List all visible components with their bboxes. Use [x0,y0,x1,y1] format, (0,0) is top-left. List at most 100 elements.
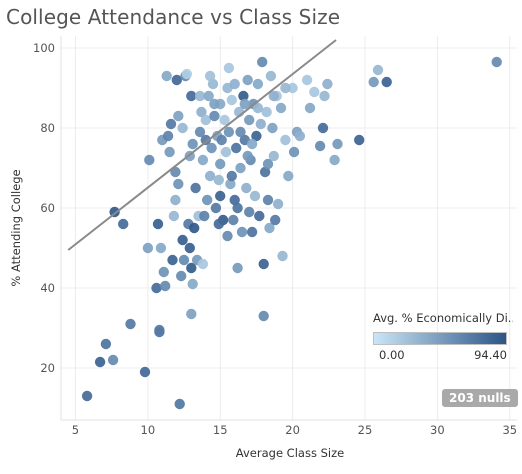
data-point [181,68,193,80]
data-point [167,254,178,266]
data-point [244,114,255,126]
data-point [270,214,281,226]
data-point [186,308,197,320]
data-point [258,258,269,270]
data-point [154,324,165,336]
data-point [368,76,379,88]
data-point [261,106,272,118]
x-axis-ticks: 5 10 15 20 25 30 35 [72,423,517,437]
data-point [187,138,198,150]
data-point [139,366,151,378]
data-point [152,218,164,230]
data-point [329,154,340,166]
y-axis-ticks: 20 40 60 80 100 [33,41,55,375]
data-point [267,122,278,134]
data-point [184,242,195,254]
data-point [178,254,190,266]
y-tick-label: 80 [40,121,55,135]
data-point [268,90,279,102]
data-point [244,206,255,218]
data-point [210,202,222,214]
data-point [160,280,171,292]
x-tick-label: 25 [358,423,373,437]
data-point [254,210,265,222]
data-point [228,214,239,226]
data-point [309,86,320,98]
data-point [94,356,106,368]
data-point [229,78,240,90]
data-point [225,178,236,190]
data-point [239,98,250,110]
data-point [283,170,294,182]
x-tick-label: 5 [72,423,79,437]
data-point [252,78,264,90]
data-point [314,140,326,152]
data-point [268,150,279,162]
trend-line [67,39,337,251]
data-point [231,142,242,154]
data-point [264,222,275,234]
nulls-badge[interactable]: 203 nulls [442,389,518,407]
chart-title: College Attendance vs Class Size [6,5,341,29]
data-point [203,90,214,102]
data-point [199,210,210,222]
data-point [223,62,235,74]
data-point [215,190,226,202]
data-point [118,218,129,230]
data-point [280,82,291,94]
data-point [319,90,330,102]
data-point [288,146,300,158]
data-point [209,110,220,122]
x-tick-label: 20 [285,423,300,437]
data-point [235,162,246,174]
data-point [381,76,392,88]
data-point [259,166,271,178]
data-point [280,134,291,146]
data-point [294,130,306,142]
data-point [241,182,252,194]
color-legend-title: Avg. % Economically Di.. [373,311,513,325]
data-point [235,126,246,138]
data-point [170,166,181,178]
data-point [190,182,201,194]
data-point [226,170,237,182]
x-tick-label: 10 [141,423,156,437]
data-point [177,234,188,246]
data-point [81,390,93,402]
grid-lines [61,36,517,420]
color-legend-max-label: 94.40 [474,348,507,362]
trend-line-segment [67,39,337,251]
data-point [232,262,243,274]
data-point [174,398,185,410]
x-tick-label: 30 [430,423,445,437]
y-tick-label: 40 [40,281,55,295]
data-point [200,114,211,126]
data-point [207,78,219,90]
data-point [238,90,249,102]
data-point [258,310,269,322]
data-point [187,278,198,290]
data-point [272,198,284,210]
data-point [226,94,237,106]
data-point [107,354,119,366]
data-point [246,226,258,238]
data-point [257,56,268,68]
data-point [251,130,262,142]
data-point [242,150,253,162]
data-point [165,118,177,130]
data-point [277,250,288,262]
data-point [301,74,313,86]
data-point [189,222,200,234]
data-point [262,158,274,170]
data-point [332,138,343,150]
data-point [491,56,502,68]
data-point [322,78,333,90]
data-point [246,138,258,150]
data-point [216,134,227,146]
axis-lines [60,36,517,421]
data-point [176,270,187,282]
data-point [125,318,136,330]
data-point [197,154,209,166]
data-point [168,210,180,222]
